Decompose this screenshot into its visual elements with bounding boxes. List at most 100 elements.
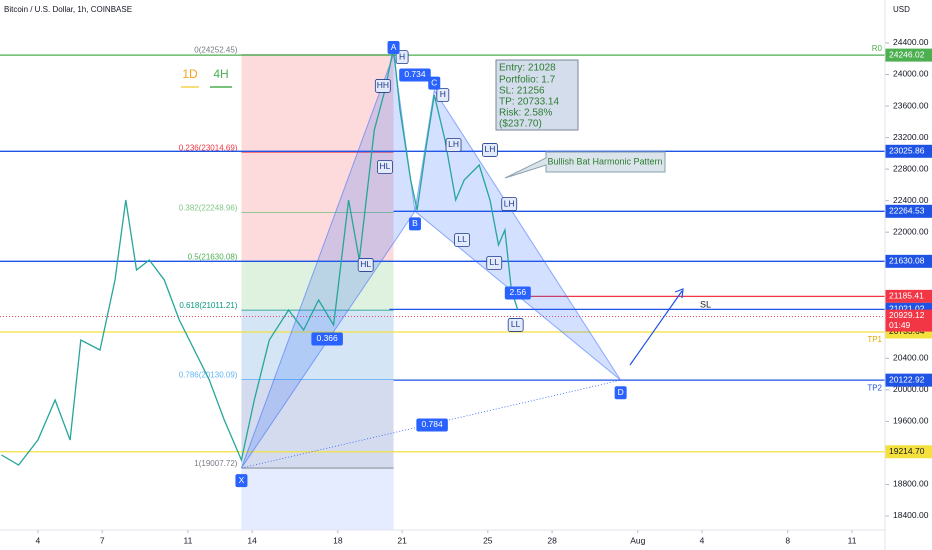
price-tag-label: 19214.70 — [889, 446, 925, 456]
price-tag-label: 22264.53 — [889, 206, 925, 216]
fib-label: 1(19007.72) — [194, 459, 237, 468]
point-box — [614, 386, 627, 400]
x-tick-label: 28 — [547, 535, 557, 545]
ann-label: H — [440, 89, 446, 99]
fib-label: 0.618(21011.21) — [179, 301, 237, 310]
point-box — [235, 474, 248, 488]
ann-label: HL — [380, 161, 391, 171]
ann-box — [395, 50, 409, 65]
ratio-label: 0.784 — [421, 419, 443, 429]
ann-label: LL — [511, 319, 521, 329]
chart-title: Bitcoin / U.S. Dollar, 1h, COINBASE — [4, 5, 132, 14]
x-tick-label: 7 — [100, 535, 105, 545]
fib-label: 0.236(23014.69) — [179, 143, 238, 152]
y-tick-label: 22800.00 — [893, 163, 929, 173]
price-tag — [885, 144, 932, 158]
fib-zone — [241, 310, 394, 530]
price-tag-label: 21185.41 — [889, 291, 924, 301]
ann-box — [482, 143, 498, 157]
y-tick-label: 18800.00 — [893, 479, 929, 489]
arrow-head — [674, 288, 684, 299]
trade-line: SL: 21256 — [499, 86, 545, 97]
ratio-label: 0.734 — [404, 69, 426, 79]
ann-box — [436, 88, 450, 102]
x-tick-label: 8 — [785, 535, 790, 545]
ratio-label: 0.366 — [316, 333, 338, 343]
price-tag — [885, 48, 932, 62]
fib-label: 0.5(21630.08) — [188, 252, 238, 261]
level-tag: R0 — [872, 44, 883, 53]
x-tick-label: 14 — [247, 535, 257, 545]
interval-toggle[interactable]: 4H — [213, 67, 228, 81]
price-tag — [885, 254, 932, 268]
y-tick-label: 22000.00 — [893, 226, 929, 236]
fib-zone — [241, 379, 394, 469]
fib-label: 0.786(20130.09) — [179, 371, 238, 380]
trade-line: Portfolio: 1.7 — [499, 75, 556, 86]
projection-arrow — [629, 290, 683, 366]
price-tag — [885, 204, 932, 218]
ann-box — [454, 233, 471, 247]
ann-box — [486, 256, 503, 270]
point-box — [408, 217, 421, 231]
price-tag-label: 20929.12 — [889, 310, 925, 320]
y-tick-label: 18400.00 — [893, 510, 929, 520]
trade-line: Risk: 2.58% — [499, 108, 552, 119]
ratio-box — [504, 286, 531, 300]
ann-label: HL — [360, 259, 371, 269]
point-label: C — [431, 77, 437, 87]
x-tick-label: 25 — [483, 535, 493, 545]
countdown: 01:49 — [889, 320, 911, 330]
y-tick-label: 20000.00 — [893, 384, 929, 394]
x-tick-label: 4 — [700, 535, 705, 545]
price-tag-label: 24246.02 — [889, 49, 925, 59]
ann-box — [377, 160, 393, 174]
y-tick-label: 22400.00 — [893, 195, 929, 205]
point-label: X — [239, 475, 245, 485]
fib-label: 0.382(22248.96) — [179, 204, 238, 213]
x-tick-label: 11 — [848, 535, 857, 545]
price-tag — [885, 373, 932, 387]
pattern-xd — [241, 379, 621, 469]
ann-box — [357, 258, 374, 272]
level-tag: TP2 — [867, 383, 882, 392]
ann-box — [445, 138, 462, 152]
y-axis-label: USD — [893, 5, 910, 14]
ann-box — [501, 197, 518, 211]
y-tick-label: 24400.00 — [893, 37, 929, 47]
ratio-box — [311, 332, 343, 346]
x-tick-label: 21 — [397, 535, 407, 545]
ann-label: LL — [490, 257, 500, 267]
ratio-box — [399, 68, 431, 82]
trade-line: TP: 20733.14 — [499, 97, 559, 108]
point-box — [387, 41, 400, 55]
ann-label: LL — [457, 234, 467, 244]
price-tag-label: 23025.86 — [889, 146, 925, 156]
y-tick-label: 19600.00 — [893, 416, 929, 426]
ratio-label: 2.56 — [510, 287, 527, 297]
sl-label: SL — [700, 299, 711, 309]
level-tag: TP1 — [867, 335, 882, 344]
price-tag — [885, 289, 932, 303]
x-tick-label: 4 — [36, 535, 41, 545]
ann-label: HH — [377, 80, 389, 90]
ann-label: LH — [485, 144, 496, 154]
ann-box — [507, 318, 524, 332]
y-tick-label: 23600.00 — [893, 100, 929, 110]
point-label: B — [412, 218, 418, 228]
ann-box — [374, 79, 391, 93]
fib-zone — [241, 54, 394, 262]
price-tag-label: 21021.02 — [889, 304, 925, 314]
trade-box — [495, 59, 579, 131]
x-tick-label: 11 — [183, 535, 192, 545]
y-tick-label: 24000.00 — [893, 69, 929, 79]
ratio-box — [416, 418, 448, 432]
trade-line: ($237.70) — [499, 119, 542, 130]
interval-toggle[interactable]: 1D — [182, 67, 198, 81]
trade-line: Entry: 21028 — [499, 63, 556, 74]
point-box — [428, 76, 441, 90]
fib-label: 0(24252.45) — [194, 46, 237, 55]
